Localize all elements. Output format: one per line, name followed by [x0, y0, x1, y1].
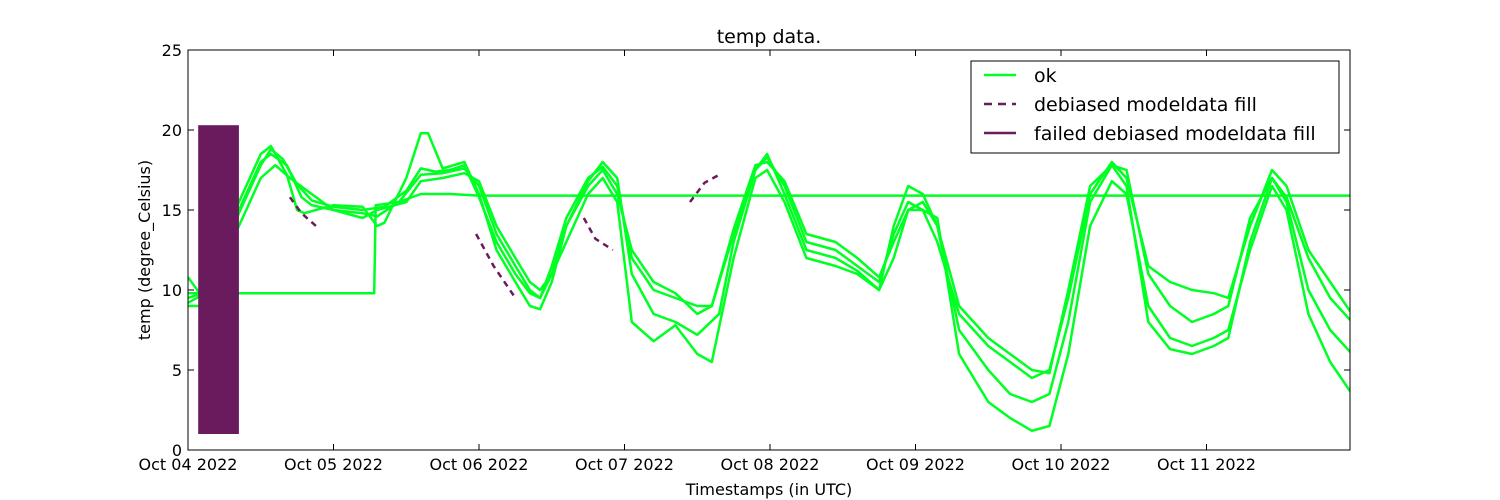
- x-tick-label: Oct 11 2022: [1157, 455, 1256, 474]
- y-tick-label: 0: [172, 441, 182, 460]
- y-tick-label: 15: [162, 201, 182, 220]
- debiased-fill-segment-3: [689, 173, 720, 203]
- x-tick-label: Oct 10 2022: [1012, 455, 1111, 474]
- plot-layer: [188, 125, 1350, 434]
- y-axis-title: temp (degree_Celsius): [135, 160, 155, 340]
- x-tick-label: Oct 08 2022: [721, 455, 820, 474]
- ticks-layer: 0 5 10 15 20 25 Oct 04 2022 Oct 05 2022 Oct 06 2…: [139, 41, 1350, 474]
- chart-title: temp data.: [717, 26, 822, 48]
- legend-label-failed: failed debiased modeldata fill: [1034, 123, 1316, 145]
- x-tick-label: Oct 07 2022: [575, 455, 674, 474]
- x-tick-label: Oct 09 2022: [866, 455, 965, 474]
- debiased-fill-segment-2: [582, 217, 614, 252]
- failed-fill-band: [198, 125, 239, 434]
- y-tick-label: 10: [162, 281, 182, 300]
- plot-frame: [187, 49, 1351, 451]
- y-tick-label: 5: [172, 361, 182, 380]
- legend-box: [970, 60, 1340, 154]
- legend-label-debiased: debiased modeldata fill: [1034, 94, 1257, 116]
- series-line-station-c: [188, 152, 1350, 375]
- series-line-station-b: [188, 131, 1350, 404]
- x-axis-title: Timestamps (in UTC): [685, 480, 853, 499]
- y-tick-label: 20: [162, 121, 182, 140]
- x-tick-label: Oct 04 2022: [139, 455, 238, 474]
- debiased-fill-segment-1: [475, 233, 517, 299]
- series-line-station-d: [188, 163, 1350, 433]
- x-tick-label: Oct 05 2022: [284, 455, 383, 474]
- series-line-station-e: [188, 192, 1350, 295]
- y-tick-label: 25: [162, 41, 182, 60]
- series-line-station-a: [188, 147, 1350, 380]
- legend-label-ok: ok: [1034, 65, 1057, 87]
- legend: ok debiased modeldata fill failed debias…: [970, 60, 1340, 154]
- x-tick-label: Oct 06 2022: [430, 455, 529, 474]
